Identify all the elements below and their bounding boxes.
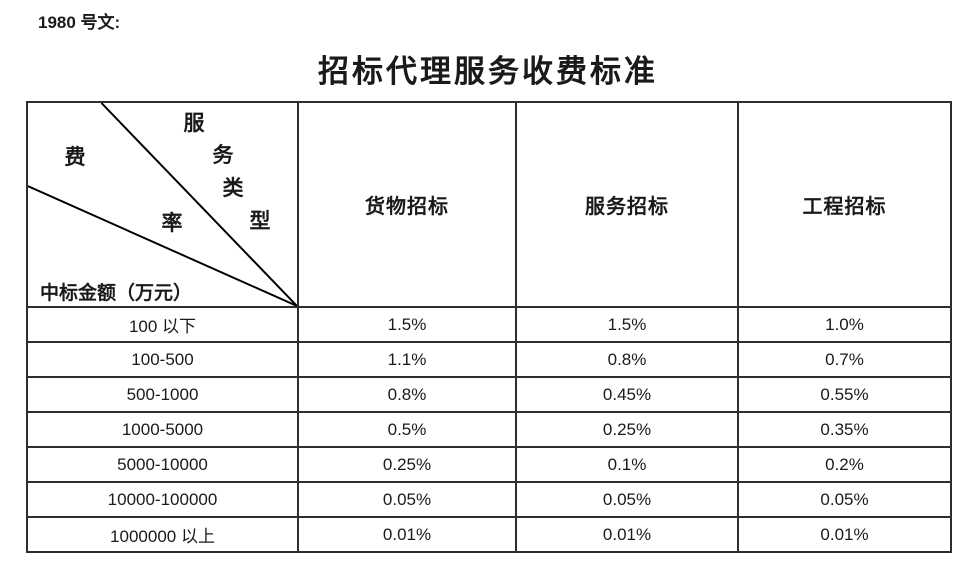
table-row: 1000000 以上 0.01% 0.01% 0.01% [26,516,952,553]
fee-rate-value: 1.5% [297,306,517,343]
row-label-amount-range: 100-500 [26,341,299,378]
table-row: 10000-100000 0.05% 0.05% 0.05% [26,481,952,518]
row-label-amount-range: 100 以下 [26,306,299,343]
table-row: 100-500 1.1% 0.8% 0.7% [26,341,952,378]
fee-table: 服 务 类 型 费 率 中标金额（万元） 货物招标 服务招标 工程招标 100 … [26,101,952,553]
corner-label-fee-rate-char: 费 [64,145,86,169]
fee-rate-value: 0.01% [737,516,952,553]
fee-rate-value: 1.0% [737,306,952,343]
fee-rate-value: 0.05% [297,481,517,518]
fee-rate-value: 0.01% [297,516,517,553]
table-row: 1000-5000 0.5% 0.25% 0.35% [26,411,952,448]
fee-rate-value: 1.1% [297,341,517,378]
fee-rate-value: 0.8% [515,341,739,378]
fee-rate-value: 0.05% [737,481,952,518]
row-label-amount-range: 1000-5000 [26,411,299,448]
corner-label-fee-rate-char: 率 [161,211,183,235]
fee-rate-value: 0.1% [515,446,739,483]
fee-rate-value: 0.55% [737,376,952,413]
row-label-amount-range: 10000-100000 [26,481,299,518]
row-label-amount-range: 1000000 以上 [26,516,299,553]
fee-rate-value: 0.8% [297,376,517,413]
header-row: 服 务 类 型 费 率 中标金额（万元） 货物招标 服务招标 工程招标 [26,101,952,308]
fee-rate-value: 0.5% [297,411,517,448]
fee-rate-value: 0.25% [515,411,739,448]
fee-rate-value: 0.01% [515,516,739,553]
diagonal-split-lines-icon [29,104,296,305]
corner-label-service-type-char: 类 [222,176,244,200]
corner-label-service-type-char: 服 [183,111,205,135]
column-header-engineering-bidding: 工程招标 [737,101,952,308]
fee-rate-value: 0.35% [737,411,952,448]
table-row: 500-1000 0.8% 0.45% 0.55% [26,376,952,413]
fee-rate-value: 0.45% [515,376,739,413]
fee-rate-value: 1.5% [515,306,739,343]
row-label-amount-range: 5000-10000 [26,446,299,483]
corner-label-service-type-char: 务 [212,143,234,167]
fee-rate-value: 0.25% [297,446,517,483]
corner-label-bid-amount: 中标金额（万元） [40,283,193,304]
table-row: 100 以下 1.5% 1.5% 1.0% [26,306,952,343]
document-ref-number: 1980 号文: [38,13,121,32]
table-row: 5000-10000 0.25% 0.1% 0.2% [26,446,952,483]
fee-rate-value: 0.05% [515,481,739,518]
corner-cell-diagonal-header: 服 务 类 型 费 率 中标金额（万元） [26,101,299,308]
corner-label-service-type-char: 型 [249,209,271,233]
fee-rate-value: 0.7% [737,341,952,378]
column-header-goods-bidding: 货物招标 [297,101,517,308]
fee-rate-value: 0.2% [737,446,952,483]
page-title: 招标代理服务收费标准 [318,54,658,89]
row-label-amount-range: 500-1000 [26,376,299,413]
column-header-services-bidding: 服务招标 [515,101,739,308]
